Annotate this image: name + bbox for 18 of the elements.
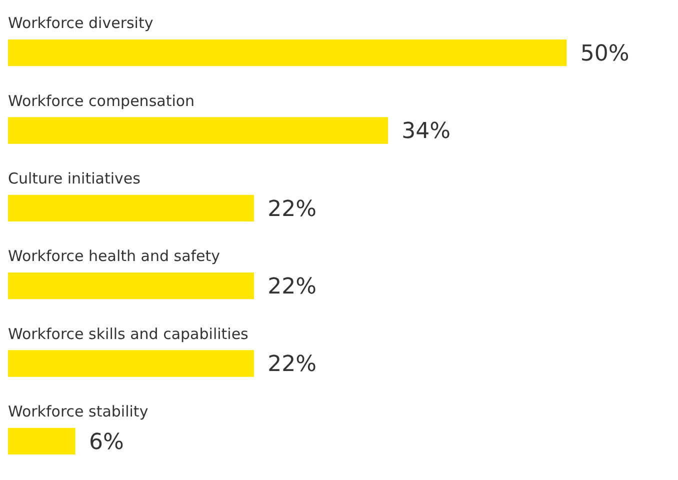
data-label: 34% bbox=[402, 119, 451, 144]
bar bbox=[8, 194, 254, 222]
bar bbox=[8, 117, 388, 144]
y-tick-label: Culture initiatives bbox=[8, 170, 141, 188]
y-tick-label: Workforce health and safety bbox=[8, 247, 220, 266]
data-label: 22% bbox=[268, 196, 317, 222]
data-label: 22% bbox=[268, 352, 317, 378]
data-label: 22% bbox=[268, 274, 317, 300]
bar bbox=[8, 272, 254, 300]
bar bbox=[8, 350, 254, 377]
y-tick-label: Workforce skills and capabilities bbox=[8, 324, 249, 343]
y-tick-label: Workforce stability bbox=[8, 402, 148, 421]
bar bbox=[8, 40, 567, 66]
data-label: 6% bbox=[89, 430, 124, 455]
data-label: 50% bbox=[580, 42, 630, 67]
bar bbox=[8, 428, 76, 454]
y-tick-label: Workforce compensation bbox=[8, 92, 195, 110]
y-tick-label: Workforce diversity bbox=[8, 14, 154, 32]
